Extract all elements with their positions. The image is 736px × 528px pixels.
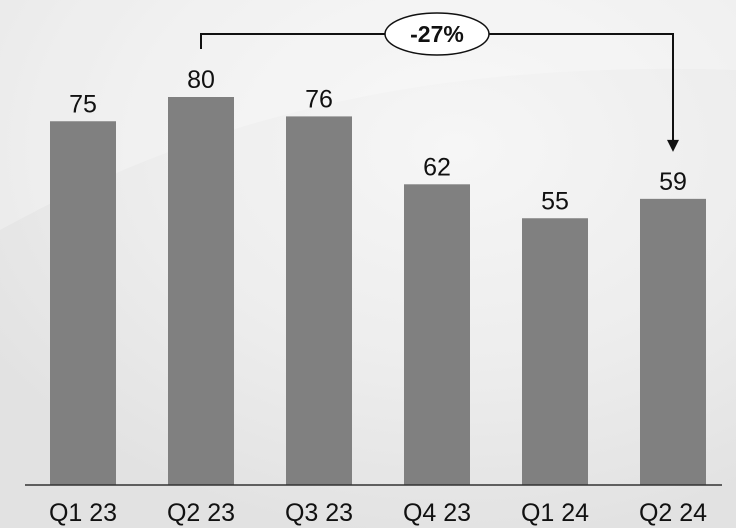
- bar-q2-23: [168, 97, 234, 485]
- bar-q3-23: [286, 116, 352, 485]
- value-label-q2-24: 59: [659, 168, 687, 196]
- callout-percent-label: -27%: [410, 21, 464, 47]
- value-labels-group: 75 80 76 62 55 59: [69, 66, 687, 215]
- category-label-q2-24: Q2 24: [639, 499, 707, 527]
- category-label-q2-23: Q2 23: [167, 499, 235, 527]
- category-label-q1-24: Q1 24: [521, 499, 589, 527]
- bar-q4-23: [404, 184, 470, 485]
- value-label-q3-23: 76: [305, 85, 333, 113]
- value-label-q1-23: 75: [69, 90, 97, 118]
- category-labels-group: Q1 23 Q2 23 Q3 23 Q4 23 Q1 24 Q2 24: [49, 499, 707, 527]
- value-label-q4-23: 62: [423, 153, 451, 181]
- category-label-q1-23: Q1 23: [49, 499, 117, 527]
- category-label-q3-23: Q3 23: [285, 499, 353, 527]
- callout-arrowhead: [667, 140, 679, 152]
- change-callout: -27%: [201, 13, 679, 152]
- bars-group: [50, 97, 706, 485]
- category-label-q4-23: Q4 23: [403, 499, 471, 527]
- bar-q1-23: [50, 121, 116, 485]
- value-label-q1-24: 55: [541, 187, 569, 215]
- bar-q1-24: [522, 218, 588, 485]
- value-label-q2-23: 80: [187, 66, 215, 94]
- bar-q2-24: [640, 199, 706, 485]
